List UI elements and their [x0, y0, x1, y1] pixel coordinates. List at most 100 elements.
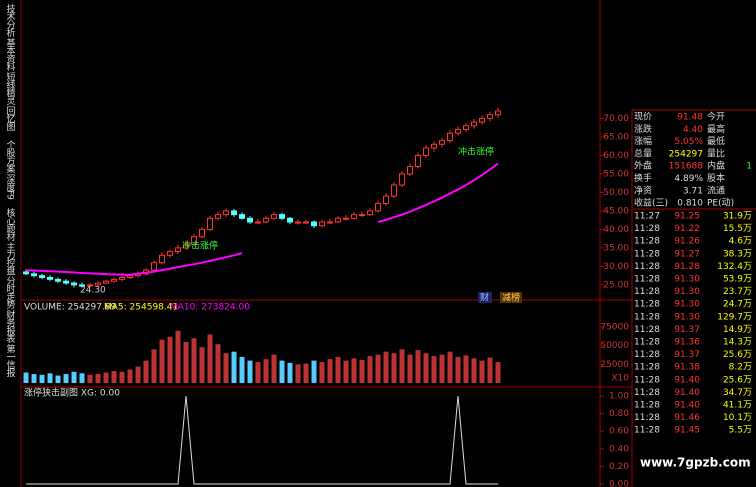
candle-body: [359, 214, 365, 217]
tick-time: 11:28: [634, 224, 660, 234]
tick-time: 11:28: [634, 413, 660, 423]
quote-label: 今开: [707, 111, 725, 123]
candle-body: [63, 280, 69, 284]
quote-label: 净资: [634, 184, 652, 196]
tick-price: 91.30: [674, 275, 700, 285]
tick-price: 91.38: [674, 363, 700, 373]
candle-body: [207, 217, 213, 230]
tick-price: 91.36: [674, 338, 700, 348]
volume-bar: [311, 360, 317, 383]
candle-body: [423, 147, 429, 156]
tick-time: 11:28: [634, 350, 660, 360]
tick-time: 11:28: [634, 275, 660, 285]
signal-label: 冲击涨停: [182, 240, 218, 252]
quote-value: 0.810: [677, 199, 703, 209]
candle-body: [447, 132, 453, 142]
candle-body: [383, 195, 389, 205]
tick-volume: 53.9万: [723, 275, 752, 285]
tick-time: 11:28: [634, 363, 660, 373]
side-tab: 技术分析: [5, 3, 16, 38]
y-tick-label: 45.00: [603, 206, 629, 216]
candle-body: [55, 278, 61, 282]
y-tick-label: 0.60: [609, 427, 629, 437]
volume-bar: [223, 353, 229, 383]
candle-body: [287, 217, 293, 223]
candle-body: [159, 254, 165, 264]
tick-price: 91.27: [674, 249, 700, 259]
tick-time: 11:28: [634, 262, 660, 272]
quote-value: 3.71: [683, 186, 703, 196]
candle-body: [39, 275, 45, 278]
candle-body: [471, 121, 477, 127]
candle-body: [271, 214, 277, 219]
candle-body: [167, 251, 173, 256]
volume-bar: [391, 353, 397, 383]
quote-label: 换手: [634, 172, 652, 184]
tick-volume: 23.7万: [723, 287, 752, 297]
tick-volume: 34.7万: [723, 388, 752, 398]
tick-volume: 41.1万: [723, 401, 752, 411]
volume-bar: [431, 356, 437, 383]
candle-body: [47, 277, 53, 280]
quote-extra: 1: [746, 162, 752, 172]
candle-body: [351, 214, 357, 219]
tick-volume: 14.9万: [723, 325, 752, 335]
candle-body: [191, 236, 197, 245]
quote-value: 4.40: [683, 125, 703, 135]
volume-bar: [231, 351, 237, 383]
tick-time: 11:28: [634, 312, 660, 322]
volume-bar: [367, 356, 373, 383]
y-tick-label: 25.00: [603, 280, 629, 290]
quote-value: 4.89%: [674, 174, 703, 184]
candle-body: [31, 273, 37, 277]
candle-body: [295, 221, 301, 224]
y-tick-label: 25000: [600, 360, 629, 370]
tick-volume: 25.6万: [723, 350, 752, 360]
tick-time: 11:28: [634, 426, 660, 436]
candle-body: [311, 221, 317, 227]
tick-volume: 25.6万: [723, 375, 752, 385]
candle-body: [431, 143, 437, 149]
candle-body: [463, 125, 469, 131]
volume-bar: [103, 372, 109, 383]
tick-volume: 14.3万: [723, 338, 752, 348]
tick-price: 91.25: [674, 212, 700, 222]
tick-price: 91.45: [674, 426, 700, 436]
volume-bar: [63, 374, 69, 383]
volume-header: VOLUME: 254297.69: [24, 303, 117, 313]
volume-bar: [463, 355, 469, 383]
tick-volume: 15.5万: [723, 224, 752, 234]
volume-bar: [191, 338, 197, 383]
quote-label: 量比: [707, 147, 725, 159]
volume-bar: [135, 366, 141, 383]
volume-bar: [295, 364, 301, 383]
badge: [500, 292, 522, 303]
volume-bar: [359, 359, 365, 383]
candle-body: [407, 166, 413, 175]
y-tick-label: 50000: [600, 341, 629, 351]
volume-bar: [87, 374, 93, 383]
side-tab: 第一信报: [5, 343, 16, 378]
unit-label: X10: [611, 374, 629, 384]
tick-volume: 24.7万: [723, 300, 752, 310]
quote-label: 最高: [707, 123, 725, 135]
volume-bar: [55, 375, 61, 383]
candle-body: [487, 114, 493, 119]
tick-volume: 31.9万: [723, 212, 752, 222]
volume-bar: [31, 374, 37, 383]
y-tick-label: 0.20: [609, 462, 629, 472]
candle-body: [183, 243, 189, 249]
candle-body: [79, 284, 85, 287]
candle-body: [23, 271, 29, 275]
candle-body: [95, 282, 101, 286]
volume-bar: [247, 360, 253, 383]
side-tab: 基本资料: [5, 37, 16, 72]
tick-price: 91.30: [674, 300, 700, 310]
low-label: 24.30: [80, 286, 106, 296]
quote-value: 5.05%: [674, 137, 703, 147]
y-tick-label: 55.00: [603, 169, 629, 179]
quote-value: 91.48: [677, 113, 703, 123]
candle-body: [151, 262, 157, 271]
volume-bar: [351, 358, 357, 383]
volume-bar: [271, 354, 277, 383]
